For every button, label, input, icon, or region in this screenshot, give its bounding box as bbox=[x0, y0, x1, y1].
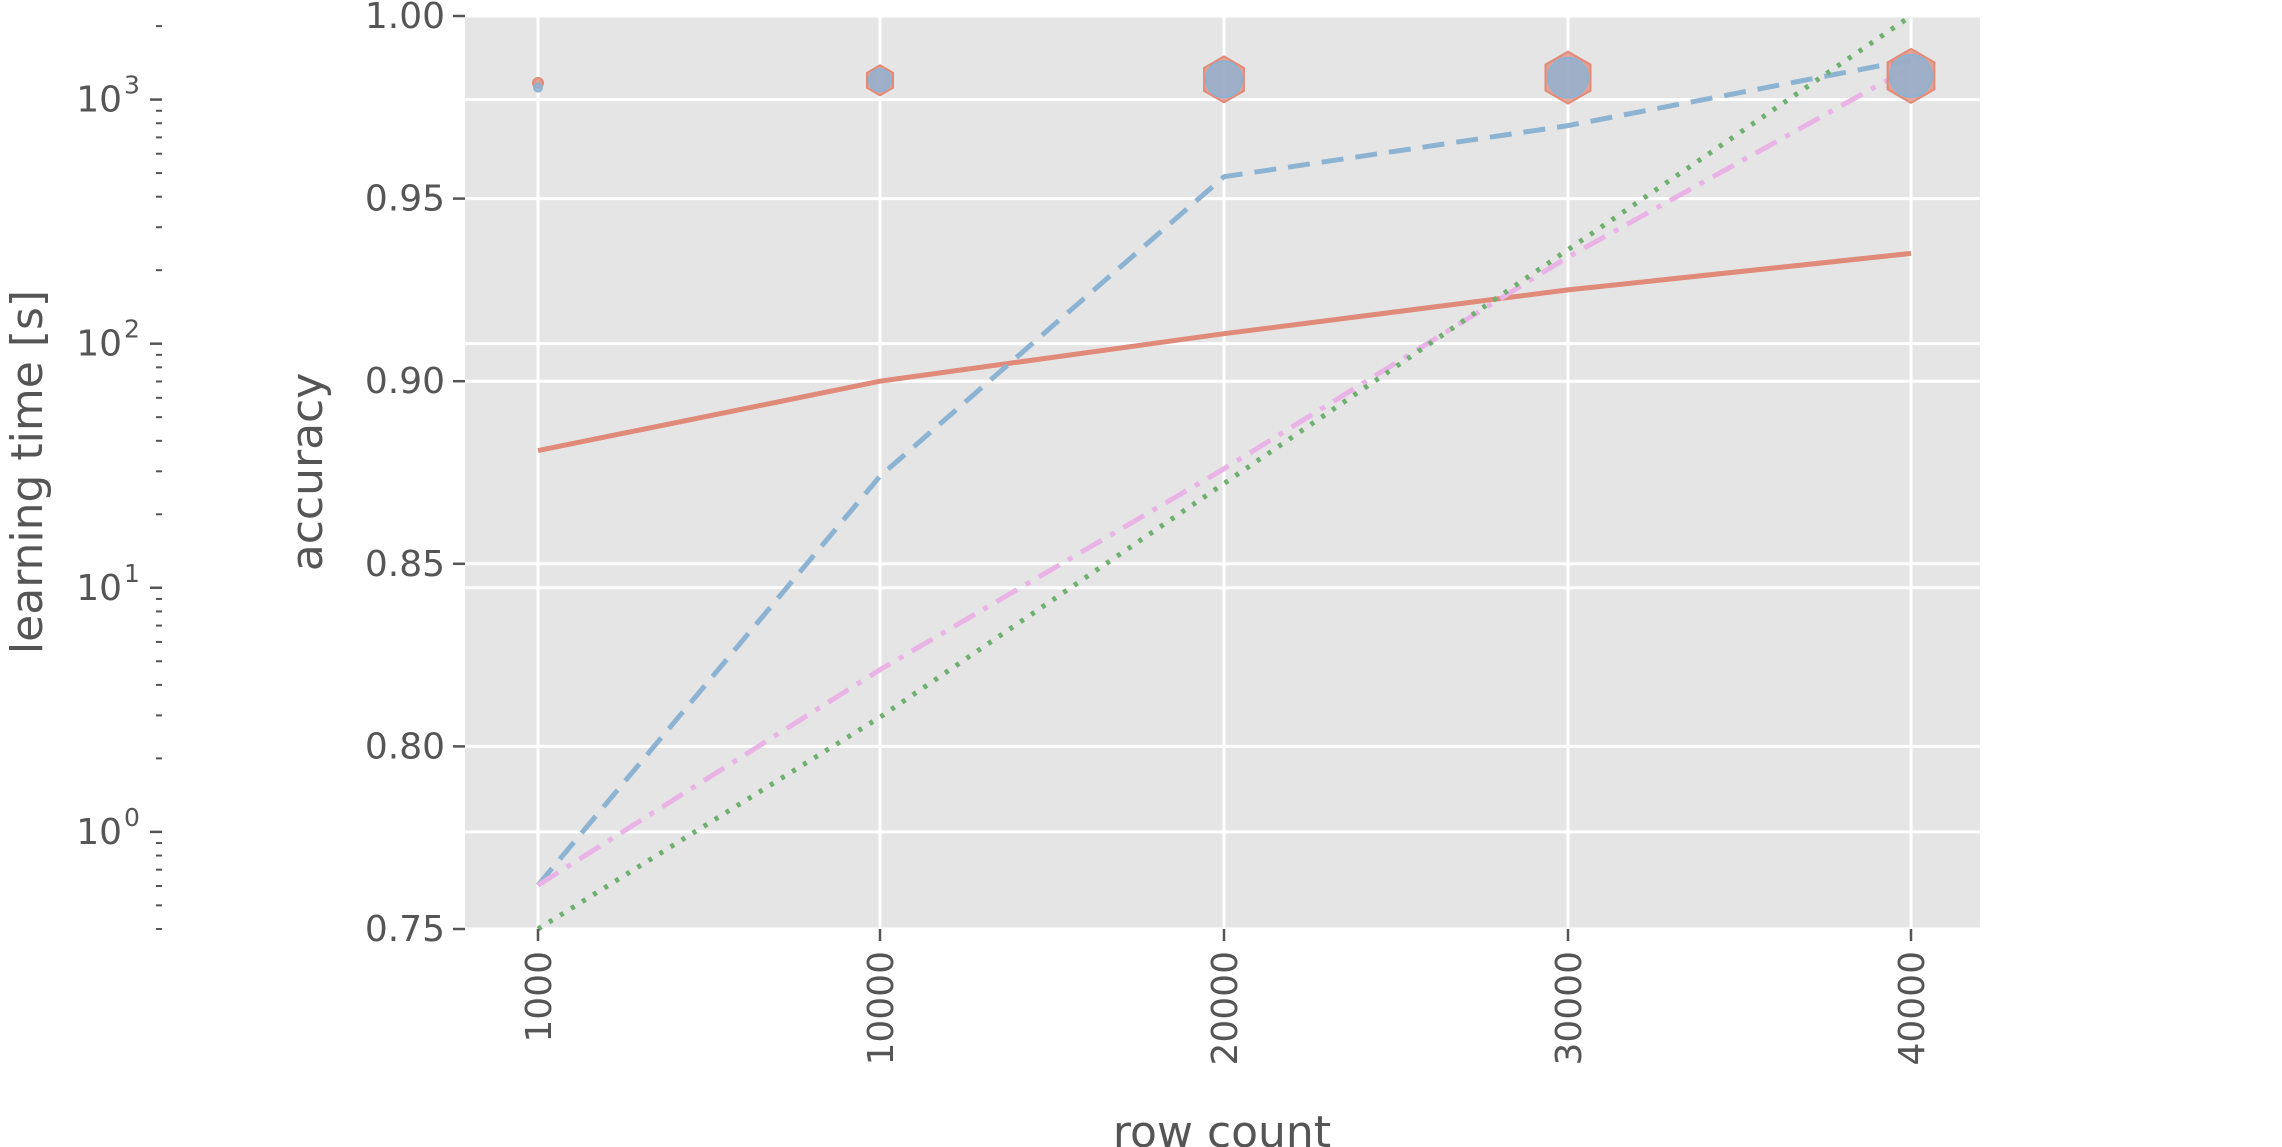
accuracy-axis: 0.75 0.80 0.85 0.90 0.95 1.00 bbox=[365, 0, 465, 950]
accuracy-tick-label: 0.85 bbox=[365, 544, 445, 585]
accuracy-axis-title: accuracy bbox=[282, 373, 333, 572]
x-tick-label: 10000 bbox=[861, 951, 902, 1066]
time-tick-label: 10 bbox=[76, 812, 122, 853]
accuracy-tick-label: 1.00 bbox=[365, 0, 445, 37]
row-count-axis: 1000 10000 20000 30000 40000 bbox=[519, 929, 1933, 1066]
x-tick-label: 40000 bbox=[1892, 951, 1933, 1066]
time-tick-label: 10 bbox=[76, 324, 122, 365]
series-line-dashed bbox=[536, 57, 1912, 887]
accuracy-tick-label: 0.90 bbox=[365, 361, 445, 402]
accuracy-tick-label: 0.80 bbox=[365, 726, 445, 767]
time-tick-label: 10 bbox=[76, 568, 122, 609]
series-line-solid bbox=[537, 250, 1912, 454]
learning-time-axis-title: learning time [s] bbox=[2, 290, 53, 654]
x-tick-label: 1000 bbox=[519, 951, 560, 1043]
time-marker bbox=[868, 68, 892, 93]
time-tick-exponent: 0 bbox=[124, 803, 140, 832]
time-marker bbox=[1547, 56, 1589, 99]
x-tick-label: 20000 bbox=[1205, 951, 1246, 1066]
x-axis-title: row count bbox=[1113, 1107, 1331, 1147]
series-line-dashdot bbox=[536, 64, 1913, 888]
time-tick-exponent: 1 bbox=[124, 559, 140, 588]
marker-group bbox=[532, 47, 1936, 105]
time-tick-exponent: 3 bbox=[124, 71, 140, 100]
time-tick-exponent: 2 bbox=[124, 315, 140, 344]
x-tick-label: 30000 bbox=[1549, 951, 1590, 1066]
time-marker bbox=[1205, 60, 1243, 99]
time-marker bbox=[533, 82, 543, 93]
time-tick-label: 10 bbox=[76, 80, 122, 121]
accuracy-tick-label: 0.75 bbox=[365, 909, 445, 950]
time-marker bbox=[1889, 53, 1933, 98]
accuracy-tick-label: 0.95 bbox=[365, 179, 445, 220]
series-group bbox=[536, 13, 1913, 932]
